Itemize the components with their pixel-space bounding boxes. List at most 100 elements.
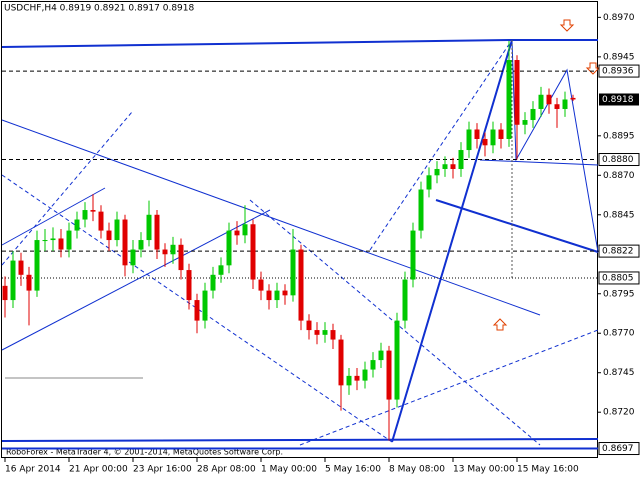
candle-body xyxy=(162,249,168,255)
candle-body xyxy=(42,240,48,242)
candle-body xyxy=(482,138,488,146)
candle-body xyxy=(178,244,184,271)
candle-body xyxy=(98,211,104,231)
y-tick-label: 0.8945 xyxy=(603,52,635,62)
candle-body xyxy=(10,260,16,301)
candle-body xyxy=(506,60,512,139)
candle-body xyxy=(2,285,8,301)
candle-body xyxy=(90,210,96,212)
candle-body xyxy=(554,104,560,109)
candle-body xyxy=(298,249,304,321)
candle-body xyxy=(562,99,568,109)
trend-line xyxy=(435,199,599,253)
arrow-down xyxy=(585,62,601,75)
candle-body xyxy=(234,230,240,236)
x-tick-label: 23 Apr 16:00 xyxy=(133,465,192,475)
x-tick-label: 13 May 00:00 xyxy=(453,465,515,475)
candle-body xyxy=(306,320,312,331)
x-tick-label: 28 Apr 08:00 xyxy=(197,465,256,475)
level-label-box xyxy=(598,271,640,285)
level-label-box xyxy=(598,244,640,258)
candle-body xyxy=(34,240,40,291)
x-tick-label: 15 May 16:00 xyxy=(517,465,579,475)
x-tick-label: 5 May 16:00 xyxy=(325,465,381,475)
candle-body xyxy=(58,238,64,250)
arrow-down xyxy=(559,19,575,32)
candle-body xyxy=(490,129,496,146)
y-tick-label: 0.8745 xyxy=(603,368,635,378)
trend-line xyxy=(1,438,599,442)
candle-body xyxy=(114,219,120,241)
candle-body xyxy=(210,274,216,291)
candle-body xyxy=(530,108,536,121)
last-price-label: 0.8918 xyxy=(602,95,634,105)
candle-body xyxy=(362,369,368,381)
candle-body xyxy=(74,219,80,231)
y-tick-label: 0.8845 xyxy=(603,210,635,220)
y-tick-label: 0.8795 xyxy=(603,289,635,299)
x-tick-label: 8 May 08:00 xyxy=(389,465,445,475)
candle-body xyxy=(514,60,520,125)
candle-body xyxy=(226,230,232,266)
candle-body xyxy=(146,214,152,241)
dashed-line xyxy=(299,329,599,446)
trend-line xyxy=(391,39,513,443)
candle-body xyxy=(130,249,136,266)
candle-body xyxy=(50,238,56,241)
level-label: 0.8936 xyxy=(602,67,634,77)
candle-body xyxy=(106,230,112,241)
candle-body xyxy=(250,224,256,280)
candle-body xyxy=(538,94,544,109)
candle-body xyxy=(378,350,384,361)
level-label-box xyxy=(598,64,640,78)
candle-body xyxy=(410,230,416,280)
candle-body xyxy=(282,290,288,296)
candle-body xyxy=(290,249,296,296)
channel-line xyxy=(1,187,106,246)
candle-body xyxy=(322,330,328,335)
candle-body xyxy=(370,360,376,370)
candle-body xyxy=(498,129,504,139)
candle-body xyxy=(474,129,480,139)
dashed-line xyxy=(1,174,393,443)
candle-body xyxy=(386,350,392,400)
candle-body xyxy=(266,290,272,301)
candle-body xyxy=(186,270,192,301)
analysis-drawings xyxy=(1,19,601,446)
level-label: 0.8880 xyxy=(602,155,634,165)
candle-body xyxy=(522,120,528,125)
candle-body xyxy=(138,240,144,250)
candle-body xyxy=(346,375,352,386)
candle-body xyxy=(450,164,456,169)
trend-line xyxy=(1,39,513,48)
channel-line xyxy=(1,209,271,351)
candle-body xyxy=(170,244,176,255)
y-tick-label: 0.8970 xyxy=(603,13,635,23)
level-label: 0.8697 xyxy=(602,444,634,454)
candle-body xyxy=(466,129,472,151)
candle-body xyxy=(330,330,336,340)
candle-body xyxy=(546,94,552,105)
candle-body xyxy=(194,300,200,321)
candle-body xyxy=(274,290,280,301)
candle-body xyxy=(314,330,320,335)
candle-body xyxy=(66,230,72,250)
candle-body xyxy=(402,279,408,321)
candle-body xyxy=(434,168,440,176)
candle-body xyxy=(242,224,248,236)
x-tick-label: 1 May 00:00 xyxy=(261,465,317,475)
arrow-up xyxy=(492,318,508,331)
dashed-line xyxy=(1,111,133,266)
x-tick-label: 16 Apr 2014 xyxy=(5,465,61,475)
candle-body xyxy=(154,214,160,250)
y-tick-label: 0.8870 xyxy=(603,171,635,181)
candle-body xyxy=(202,290,208,321)
wave-line xyxy=(479,159,599,166)
candle-body xyxy=(18,260,24,275)
x-tick-label: 21 Apr 00:00 xyxy=(69,465,128,475)
candle-body xyxy=(258,279,264,291)
last-price-box xyxy=(599,93,639,106)
candle-body xyxy=(338,339,344,386)
y-tick-label: 0.8770 xyxy=(603,329,635,339)
